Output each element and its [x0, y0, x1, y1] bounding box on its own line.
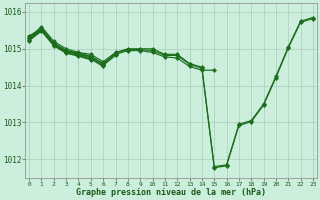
X-axis label: Graphe pression niveau de la mer (hPa): Graphe pression niveau de la mer (hPa)	[76, 188, 266, 197]
